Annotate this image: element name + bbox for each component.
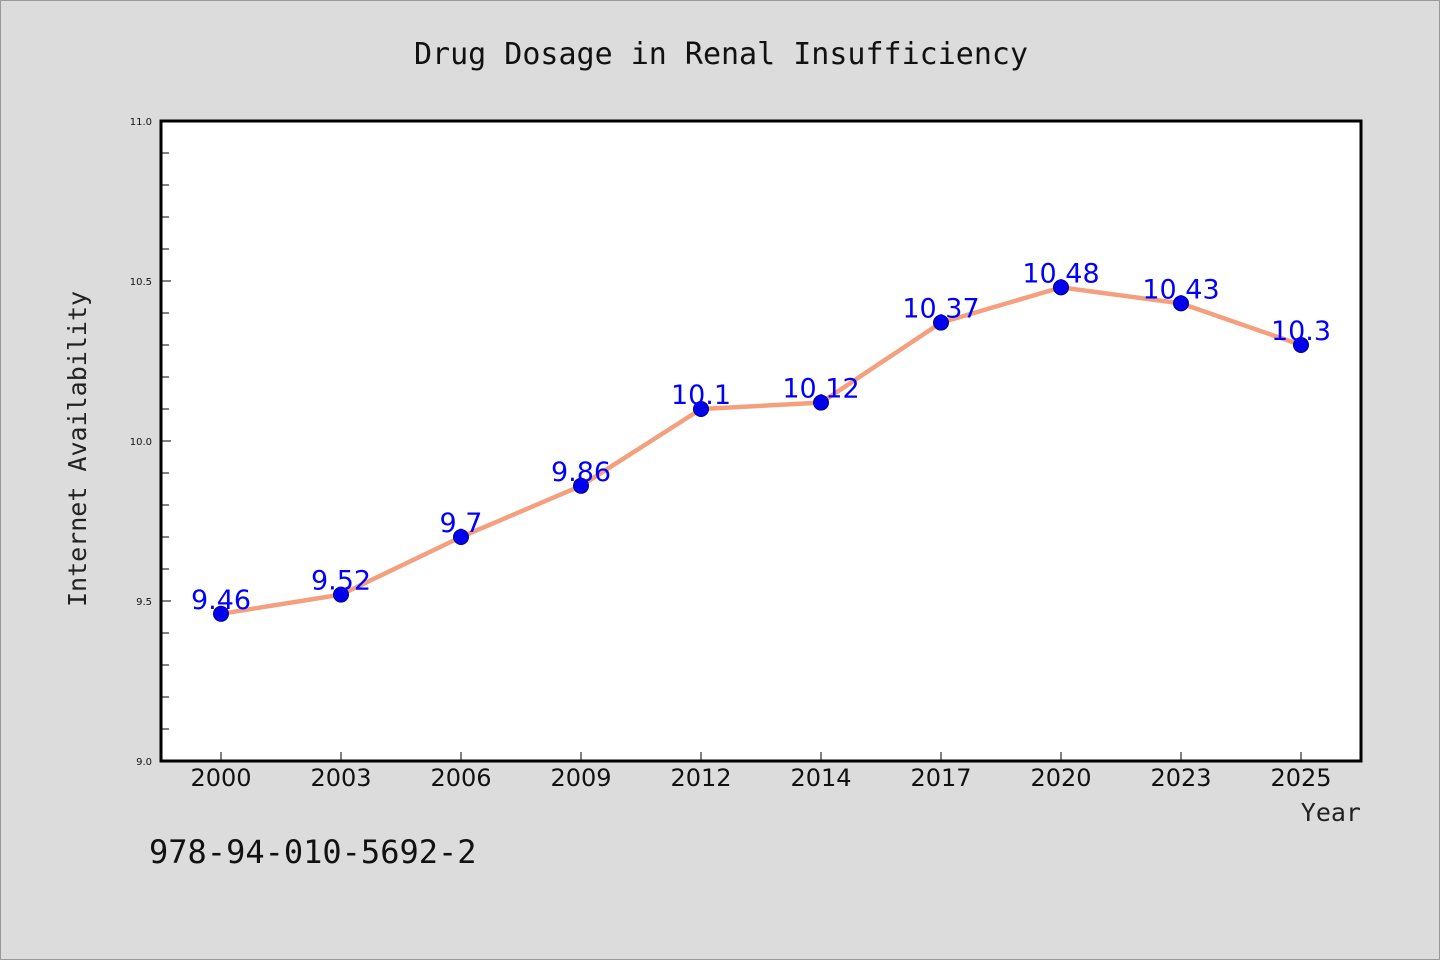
data-point: [573, 477, 589, 494]
data-point: [213, 605, 229, 622]
data-label: 10.12: [782, 374, 859, 405]
data-point: [693, 401, 709, 417]
x-tick-label: 2012: [670, 764, 731, 792]
y-tick-label: 11.0: [130, 117, 152, 128]
x-axis-ticks: 2000 2003 2006 2009 2012 2014 2017 2020 2023 2025: [190, 752, 1332, 792]
data-point: [933, 314, 949, 331]
y-tick-label: 9.5: [136, 597, 152, 608]
x-tick-label: 2003: [310, 764, 371, 792]
series-line: [218, 285, 1304, 617]
x-tick-label: 2020: [1030, 764, 1091, 792]
y-tick-label: 10.5: [130, 277, 152, 288]
data-point: [453, 529, 469, 545]
x-tick-label: 2000: [190, 764, 251, 792]
data-markers: [213, 279, 1309, 622]
x-tick-label: 2014: [790, 764, 851, 792]
data-label: 10.43: [1142, 274, 1219, 305]
x-axis-label: Year: [1301, 798, 1361, 827]
x-tick-label: 2023: [1150, 764, 1211, 792]
isbn-footnote: 978-94-010-5692-2: [149, 833, 477, 871]
x-tick-label: 2017: [910, 764, 971, 792]
data-label: 9.86: [551, 457, 611, 488]
data-label: 9.46: [191, 585, 251, 616]
x-tick-label: 2025: [1270, 764, 1331, 792]
data-point: [1173, 295, 1189, 312]
data-label: 10.48: [1022, 258, 1099, 289]
y-tick-label: 9.0: [136, 757, 152, 768]
x-tick-label: 2006: [430, 764, 491, 792]
data-label: 10.37: [902, 294, 979, 325]
data-label: 10.1: [671, 380, 731, 411]
y-axis-label: Internet Availability: [63, 291, 92, 607]
plot-frame: [159, 119, 1363, 763]
data-label: 10.3: [1271, 316, 1331, 347]
y-tick-label: 10.0: [130, 437, 152, 448]
data-point: [333, 586, 349, 603]
plot-area: [161, 121, 1361, 761]
data-point: [1293, 337, 1309, 353]
data-labels: 9.46 9.52 9.7 9.86 10.1 10.12 10.37 10.48 10.43 1…: [191, 258, 1331, 615]
data-label: 9.52: [311, 566, 371, 597]
data-point: [1053, 279, 1069, 296]
data-point: [813, 394, 829, 411]
chart-title: Drug Dosage in Renal Insufficiency: [414, 37, 1028, 72]
data-label: 9.7: [440, 508, 483, 539]
x-tick-label: 2009: [550, 764, 611, 792]
